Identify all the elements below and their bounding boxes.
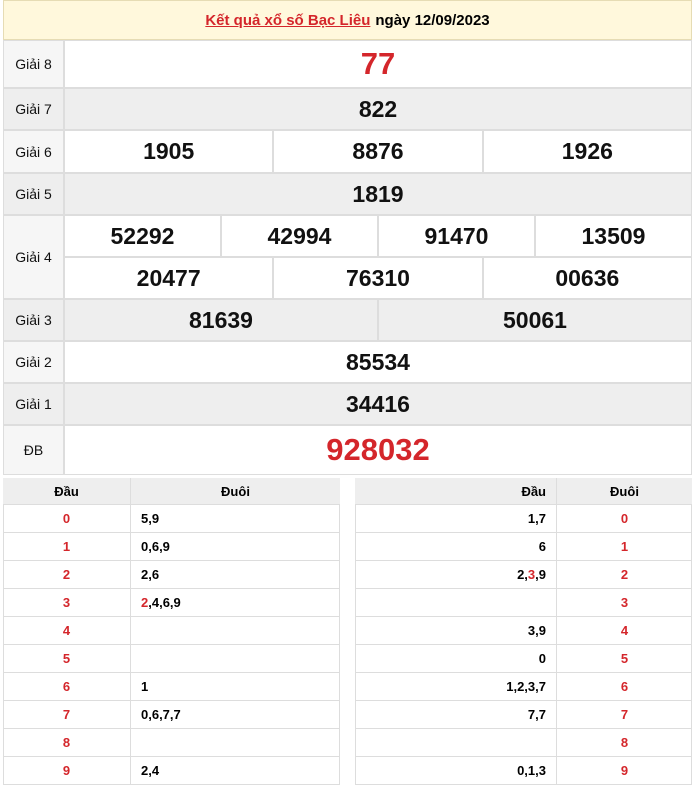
loto-cell: 2 — [3, 561, 130, 589]
prize-number: 8876 — [273, 130, 483, 173]
loto-cell: 8 — [3, 729, 130, 757]
loto-cell: 1,7 — [355, 505, 556, 533]
prize-label: Giải 4 — [3, 215, 64, 299]
loto-cell: 2,4 — [130, 757, 340, 785]
loto-cell — [130, 617, 340, 645]
prize-number: 77 — [64, 40, 692, 88]
prize-number: 20477 — [64, 257, 274, 299]
loto-cell: 9 — [3, 757, 130, 785]
loto-cell: 6 — [556, 673, 692, 701]
prize-label: Giải 5 — [3, 173, 64, 215]
prize-label: Giải 7 — [3, 88, 64, 130]
loto-cell: 0 — [556, 505, 692, 533]
prize-number: 13509 — [535, 215, 692, 257]
loto-cell: 7 — [3, 701, 130, 729]
prize-label: ĐB — [3, 425, 64, 475]
loto-cell: 0 — [355, 645, 556, 673]
prize-label: Giải 8 — [3, 40, 64, 88]
segment: ,9 — [535, 567, 546, 582]
segment: 2, — [517, 567, 528, 582]
prize-number: 85534 — [64, 341, 692, 383]
column-header: Đầu — [355, 478, 556, 505]
prize-label: Giải 1 — [3, 383, 64, 425]
prize-number: 1926 — [482, 130, 692, 173]
column-header: Đuôi — [130, 478, 340, 505]
segment: 2 — [141, 595, 149, 610]
loto-cell: 7,7 — [355, 701, 556, 729]
loto-cell: 5 — [3, 645, 130, 673]
loto-cell: 0,1,3 — [355, 757, 556, 785]
loto-cell: 3 — [556, 589, 692, 617]
prize-number: 34416 — [64, 383, 692, 425]
prize-number: 91470 — [378, 215, 535, 257]
loto-cell: 0,6,9 — [130, 533, 340, 561]
prize-number: 76310 — [273, 257, 483, 299]
prize-number: 1905 — [64, 130, 274, 173]
loto-cell: 8 — [556, 729, 692, 757]
loto-cell — [355, 589, 556, 617]
loto-cell: 6 — [355, 533, 556, 561]
prize-number: 81639 — [64, 299, 378, 341]
loto-cell: 1 — [3, 533, 130, 561]
prize-number: 52292 — [64, 215, 221, 257]
loto-cell: 0,6,7,7 — [130, 701, 340, 729]
loto-cell — [130, 729, 340, 757]
loto-cell: 5,9 — [130, 505, 340, 533]
prize-label: Giải 6 — [3, 130, 64, 173]
loto-cell: 7 — [556, 701, 692, 729]
loto-cell: 9 — [556, 757, 692, 785]
prize-number: 928032 — [64, 425, 692, 475]
prize-number: 822 — [64, 88, 692, 130]
loto-cell: 4 — [556, 617, 692, 645]
column-header: Đầu — [3, 478, 130, 505]
loto-cell: 2,6 — [130, 561, 340, 589]
loto-cell: 3 — [3, 589, 130, 617]
loto-cell: 1 — [556, 533, 692, 561]
prize-number: 50061 — [378, 299, 692, 341]
prize-number: 00636 — [482, 257, 692, 299]
date: ngày 12/09/2023 — [375, 11, 490, 29]
prize-label: Giải 3 — [3, 299, 64, 341]
segment: 3 — [527, 567, 536, 582]
prize-label: Giải 2 — [3, 341, 64, 383]
loto-cell: 2,4,6,9 — [130, 589, 340, 617]
title-link[interactable]: Kết quả xổ số Bạc Liêu — [205, 11, 371, 29]
loto-cell: 2 — [556, 561, 692, 589]
loto-cell — [355, 729, 556, 757]
column-header: Đuôi — [556, 478, 692, 505]
prize-number: 42994 — [221, 215, 378, 257]
loto-cell: 1 — [130, 673, 340, 701]
loto-cell: 3,9 — [355, 617, 556, 645]
loto-cell: 2, 3,9 — [355, 561, 556, 589]
loto-cell: 6 — [3, 673, 130, 701]
loto-cell: 0 — [3, 505, 130, 533]
loto-cell: 1,2,3,7 — [355, 673, 556, 701]
loto-cell: 5 — [556, 645, 692, 673]
header: Kết quả xổ số Bạc Liêu ngày 12/09/2023 — [3, 0, 692, 40]
prize-number: 1819 — [64, 173, 692, 215]
loto-cell: 4 — [3, 617, 130, 645]
loto-cell — [130, 645, 340, 673]
segment: ,4,6,9 — [148, 595, 181, 610]
